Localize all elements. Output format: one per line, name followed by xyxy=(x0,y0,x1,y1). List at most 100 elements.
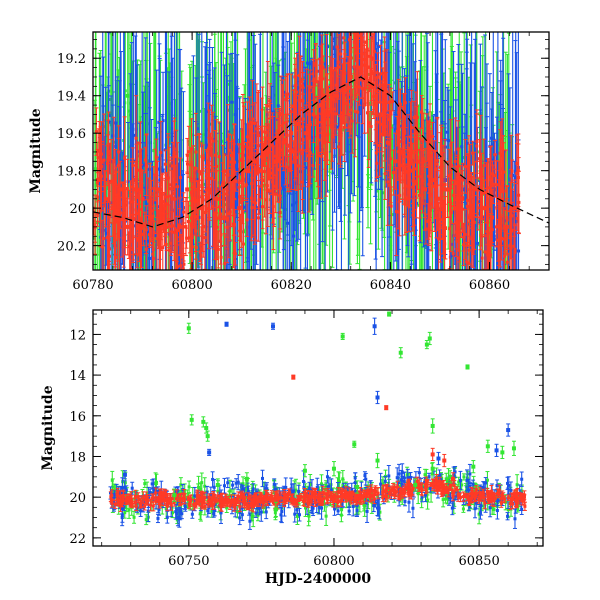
top-green-cloud-point xyxy=(350,15,353,18)
top-red-cloud-point xyxy=(231,186,235,190)
top-blue-cloud-point xyxy=(146,230,150,234)
top-red-cloud-point xyxy=(197,206,201,210)
top-red-cloud-point xyxy=(167,248,171,252)
top-red-cloud-point xyxy=(314,146,318,150)
top-red-cloud-point xyxy=(297,73,301,77)
top-blue-cloud-point xyxy=(302,82,306,86)
top-red-cloud-point xyxy=(99,152,103,156)
top-red-cloud-point xyxy=(241,242,245,246)
top-red-cloud-point xyxy=(311,164,315,168)
top-red-cloud-point xyxy=(311,72,315,76)
top-red-cloud-point xyxy=(188,236,192,240)
top-red-cloud-point xyxy=(130,200,134,204)
top-red-cloud-point xyxy=(166,177,170,181)
top-red-cloud-point xyxy=(155,193,159,197)
top-red-cloud-point xyxy=(194,215,198,219)
top-blue-point xyxy=(299,121,304,126)
top-red-cloud-point xyxy=(209,143,213,147)
top-green-cloud-point xyxy=(422,208,426,212)
top-red-cloud-point xyxy=(174,268,178,270)
top-red-cloud-point xyxy=(158,228,162,232)
top-red-cloud-point xyxy=(255,160,259,164)
top-red-cloud-point xyxy=(280,124,284,128)
top-red-cloud-point xyxy=(293,107,297,111)
top-red-cloud-point xyxy=(129,224,133,228)
top-green-cloud-point xyxy=(503,187,507,191)
top-red-cloud-point xyxy=(98,209,102,213)
top-blue-cloud-point xyxy=(226,207,230,211)
top-red-cloud-point xyxy=(125,187,129,191)
top-green-cloud-point xyxy=(261,184,265,188)
top-blue-cloud-point xyxy=(331,37,335,41)
top-red-cloud-point xyxy=(116,208,120,212)
top-red-cloud-point xyxy=(213,234,217,238)
top-red-cloud-point xyxy=(262,153,266,157)
top-green-cloud-point xyxy=(312,148,316,152)
top-green-cloud-point xyxy=(355,93,359,97)
top-red-cloud-point xyxy=(189,234,193,238)
top-blue-cloud-point xyxy=(161,119,165,123)
top-green-cloud-point xyxy=(127,109,131,113)
top-green-cloud-point xyxy=(451,214,455,218)
top-red-cloud xyxy=(93,32,521,270)
top-red-cloud-point xyxy=(306,154,310,158)
top-blue-cloud-point xyxy=(281,187,285,191)
top-blue-cloud-point xyxy=(507,248,511,252)
top-blue-cloud-point xyxy=(228,217,232,221)
top-red-cloud-point xyxy=(307,128,311,132)
top-blue-cloud-point xyxy=(154,234,158,238)
top-red-cloud-point xyxy=(276,129,280,133)
top-blue-cloud-point xyxy=(132,133,136,137)
top-blue-cloud-point xyxy=(233,113,237,117)
top-red-cloud-point xyxy=(112,159,116,163)
top-red-cloud-point xyxy=(161,246,165,250)
top-red-cloud-point xyxy=(250,121,254,125)
top-red-cloud-point xyxy=(295,90,299,94)
top-blue-cloud-point xyxy=(113,121,117,125)
top-red-cloud-point xyxy=(187,150,191,154)
top-red-cloud-point xyxy=(93,219,96,223)
top-red-cloud-point xyxy=(296,164,300,168)
top-blue-cloud-point xyxy=(143,196,147,200)
top-red-cloud-point xyxy=(263,150,267,154)
top-red-cloud-point xyxy=(145,165,149,169)
top-red-cloud-point xyxy=(156,227,160,231)
top-red-cloud-point xyxy=(174,155,178,159)
top-red-cloud-point xyxy=(218,214,222,218)
top-red-cloud-point xyxy=(268,139,272,143)
top-green-cloud-point xyxy=(244,228,248,232)
top-red-cloud-point xyxy=(224,192,228,196)
top-red-cloud-point xyxy=(189,147,193,151)
top-blue-cloud-point xyxy=(286,221,290,225)
top-red-cloud-point xyxy=(249,138,253,142)
top-blue-cloud-point xyxy=(292,234,296,238)
top-blue-cloud-point xyxy=(477,200,481,204)
top-red-cloud-point xyxy=(191,185,195,189)
top-red-cloud-point xyxy=(245,135,249,139)
top-red-cloud-point xyxy=(102,237,106,241)
top-red-cloud-point xyxy=(227,148,231,152)
top-red-cloud-point xyxy=(294,129,298,133)
top-red-cloud-point xyxy=(164,202,168,206)
top-red-cloud-point xyxy=(114,193,118,197)
top-green-cloud-point xyxy=(166,131,170,135)
top-red-cloud-point xyxy=(158,235,162,239)
top-green-cloud-point xyxy=(123,89,127,93)
top-red-cloud-point xyxy=(185,153,189,157)
top-red-cloud-point xyxy=(250,206,254,210)
top-red-cloud-point xyxy=(141,232,145,236)
top-red-cloud-point xyxy=(233,223,237,227)
top-panel-zoomed-light-curve: 60780 60800 60820 60840 6086019.219.419.619.… xyxy=(28,15,550,293)
top-blue-cloud-point xyxy=(310,136,314,140)
top-red-cloud-point xyxy=(102,158,106,162)
top-blue-cloud-point xyxy=(491,143,495,147)
top-blue-cloud-point xyxy=(387,156,391,160)
top-red-cloud-point xyxy=(285,133,289,137)
top-red-cloud-point xyxy=(291,150,295,154)
top-red-cloud-point xyxy=(113,255,117,259)
top-red-cloud-point xyxy=(172,151,176,155)
top-red-cloud-point xyxy=(123,224,127,228)
top-blue-cloud-point xyxy=(98,182,102,186)
top-green-point xyxy=(314,103,319,108)
top-red-cloud-point xyxy=(203,236,207,240)
